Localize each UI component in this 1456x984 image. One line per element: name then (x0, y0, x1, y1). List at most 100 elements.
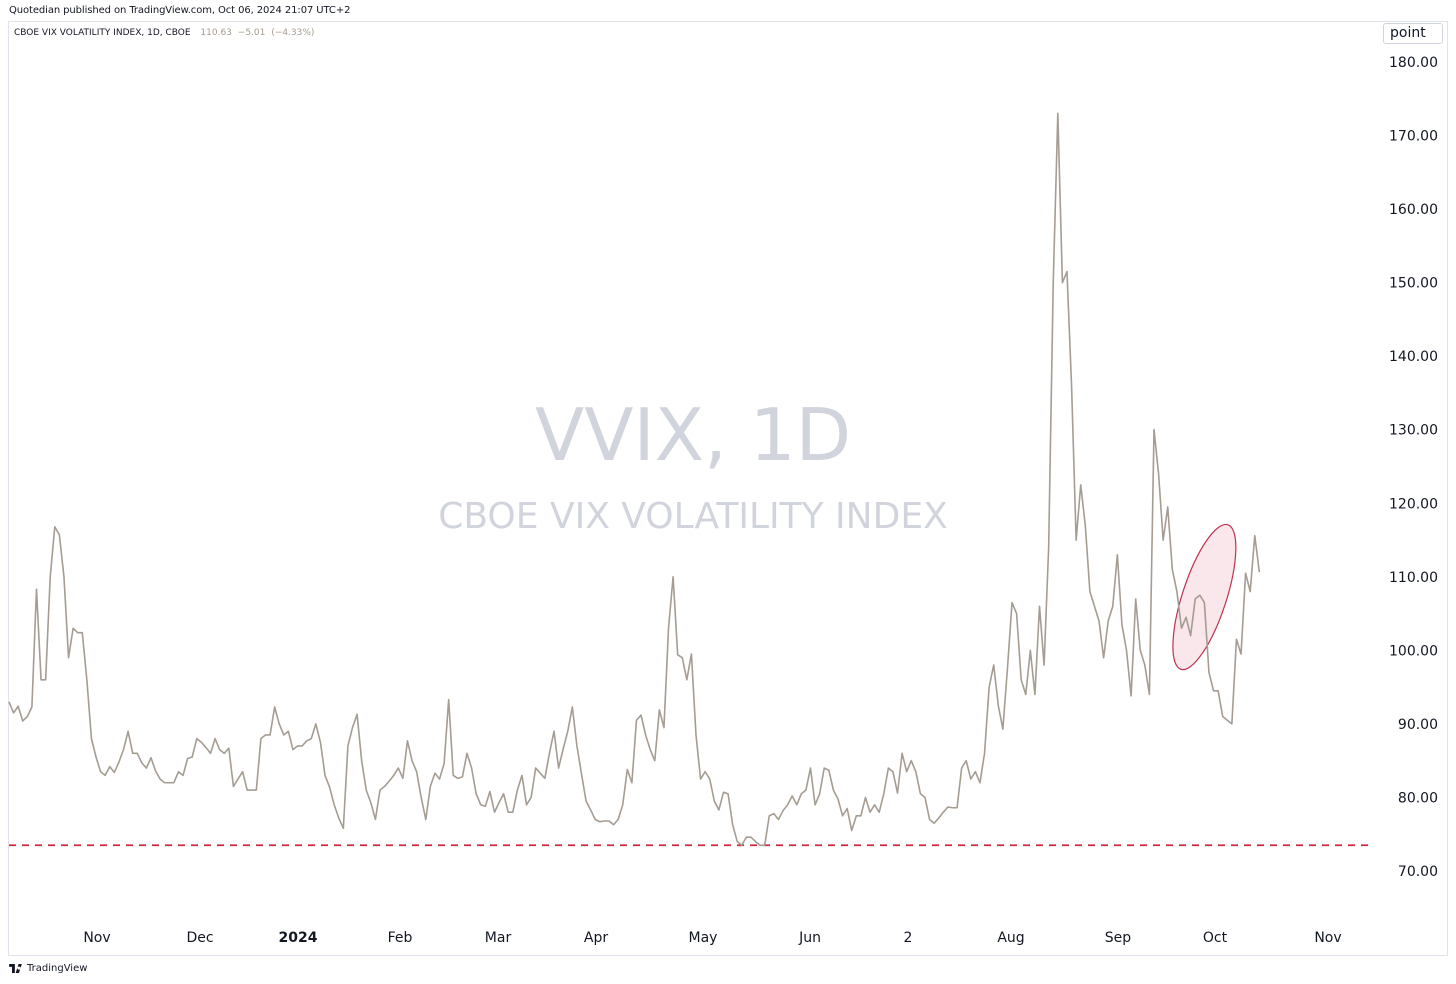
data-point (86, 679, 88, 681)
data-point (187, 758, 189, 760)
data-point (1007, 668, 1009, 670)
data-point (159, 778, 161, 780)
data-point (333, 804, 335, 806)
data-point (127, 730, 129, 732)
data-point (1158, 473, 1160, 475)
data-point (1213, 690, 1215, 692)
data-point (819, 793, 821, 795)
data-point (8, 701, 10, 703)
data-point (228, 747, 230, 749)
data-point (636, 719, 638, 721)
data-point (246, 789, 248, 791)
data-point (155, 770, 157, 772)
data-point (324, 775, 326, 777)
data-point (718, 809, 720, 811)
data-point (851, 830, 853, 832)
data-point (1144, 664, 1146, 666)
data-point (347, 745, 349, 747)
highlight-ellipse (1172, 523, 1237, 671)
x-tick-label: Nov (83, 930, 110, 946)
data-point (576, 745, 578, 747)
data-point (732, 824, 734, 826)
data-point (1245, 572, 1247, 574)
data-point (1236, 639, 1238, 641)
tradingview-footer[interactable]: TradingView (9, 963, 87, 974)
data-point (883, 793, 885, 795)
data-point (530, 797, 532, 799)
data-point (965, 760, 967, 762)
data-point (27, 716, 29, 718)
x-axis[interactable]: Nov Dec 2024 Feb Mar Apr May Jun 2 Aug Sep Oct Nov (83, 930, 1341, 946)
data-point (123, 749, 125, 751)
data-point (572, 706, 574, 708)
data-point (402, 778, 404, 780)
data-point (599, 821, 601, 823)
data-point (141, 762, 143, 764)
x-tick-label: Oct (1203, 930, 1228, 946)
data-point (1130, 695, 1132, 697)
data-point (791, 795, 793, 797)
x-tick-label: 2 (904, 930, 913, 946)
data-point (503, 793, 505, 795)
data-point (1249, 591, 1251, 593)
y-axis[interactable]: 70.00 80.00 90.00 100.00 110.00 120.00 130.00 1… (1389, 55, 1438, 880)
y-tick-label: 80.00 (1398, 790, 1438, 806)
data-point (1080, 484, 1082, 486)
data-point (979, 782, 981, 784)
tradingview-logo-icon (9, 964, 22, 973)
data-point (933, 822, 935, 824)
data-point (782, 810, 784, 812)
data-point (1039, 605, 1041, 607)
data-point (723, 792, 725, 794)
data-point (805, 789, 807, 791)
data-point (1107, 620, 1109, 622)
data-point (68, 657, 70, 659)
data-point (471, 767, 473, 769)
data-point (1172, 569, 1174, 571)
data-point (681, 657, 683, 659)
data-point (878, 811, 880, 813)
data-point (585, 800, 587, 802)
data-point (993, 664, 995, 666)
data-point (1043, 664, 1045, 666)
data-point (906, 771, 908, 773)
data-point (1002, 728, 1004, 730)
data-point (901, 753, 903, 755)
data-point (72, 628, 74, 630)
data-point (306, 740, 308, 742)
data-point (833, 789, 835, 791)
data-point (452, 775, 454, 777)
data-point (874, 804, 876, 806)
data-point (1020, 679, 1022, 681)
data-point (384, 786, 386, 788)
data-point (920, 793, 922, 795)
data-point (617, 819, 619, 821)
data-point (1194, 598, 1196, 600)
data-point (1135, 598, 1137, 600)
data-point (196, 738, 198, 740)
data-point (700, 778, 702, 780)
data-point (837, 798, 839, 800)
y-tick-label: 120.00 (1389, 496, 1438, 512)
data-point (764, 844, 766, 846)
data-point (132, 753, 134, 755)
data-point (929, 819, 931, 821)
data-point (1254, 535, 1256, 537)
data-point (59, 534, 61, 536)
data-point (1016, 613, 1018, 615)
data-point (594, 819, 596, 821)
data-point (36, 589, 38, 591)
data-point (888, 767, 890, 769)
data-point (136, 753, 138, 755)
symbol-legend[interactable]: CBOE VIX VOLATILITY INDEX, 1D, CBOE 110.… (14, 28, 314, 38)
data-point (63, 576, 65, 578)
data-point (297, 745, 299, 747)
data-point (169, 782, 171, 784)
data-point (205, 747, 207, 749)
data-point (590, 809, 592, 811)
data-point (952, 807, 954, 809)
unit-selector-button[interactable]: point (1383, 23, 1443, 44)
data-point (865, 797, 867, 799)
data-point (1162, 539, 1164, 541)
data-point (755, 841, 757, 843)
